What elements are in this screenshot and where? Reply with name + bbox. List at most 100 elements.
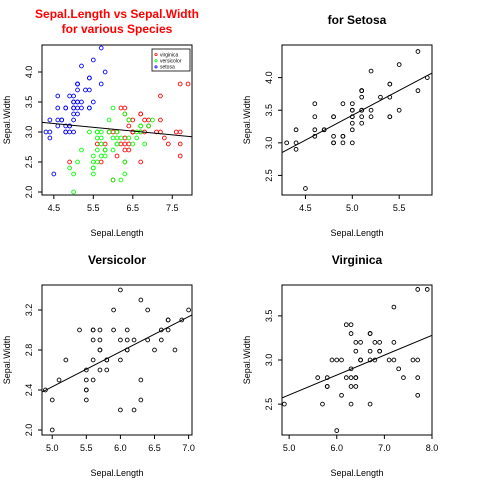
- data-point: [349, 127, 355, 133]
- y-tick-label: 3.0: [264, 137, 274, 150]
- data-point: [312, 114, 318, 120]
- data-point: [372, 340, 378, 345]
- data-point-virginica: [165, 141, 171, 147]
- data-point-versicolor: [102, 153, 108, 159]
- data-point: [377, 340, 382, 345]
- chart-title-line: Sepal.Length vs Sepal.Width: [35, 7, 199, 21]
- data-point: [387, 81, 393, 87]
- data-point-setosa: [47, 117, 53, 123]
- y-tick-label: 3.5: [264, 104, 274, 117]
- legend-box: [151, 48, 191, 72]
- x-tick-label: 6.5: [127, 203, 140, 213]
- y-axis-label: Sepal.Width: [242, 336, 252, 385]
- data-point-virginica: [122, 135, 128, 141]
- data-point-versicolor: [114, 135, 120, 141]
- chart-title: for Setosa: [328, 13, 387, 27]
- data-point: [415, 49, 421, 54]
- x-axis-label: Sepal.Length: [330, 228, 383, 238]
- data-point: [293, 127, 299, 133]
- data-point-setosa: [98, 81, 104, 87]
- data-point-virginica: [122, 141, 128, 147]
- data-point-virginica: [110, 129, 116, 135]
- data-point-versicolor: [118, 177, 124, 183]
- data-point-virginica: [177, 129, 183, 135]
- data-point: [415, 392, 421, 398]
- data-point: [312, 127, 318, 133]
- data-point-setosa: [71, 129, 76, 135]
- data-point: [343, 375, 349, 380]
- data-point: [358, 340, 363, 345]
- data-point: [349, 140, 355, 146]
- data-point-setosa: [75, 99, 80, 105]
- data-point: [312, 101, 318, 107]
- data-point: [152, 347, 157, 353]
- data-point-setosa: [71, 111, 76, 117]
- data-point-versicolor: [122, 159, 128, 165]
- data-point-setosa: [55, 93, 61, 99]
- y-tick-label: 2.5: [264, 169, 274, 182]
- data-point: [353, 348, 359, 354]
- data-point-setosa: [87, 87, 92, 93]
- data-point: [118, 287, 123, 293]
- data-point-versicolor: [150, 117, 155, 123]
- data-point: [111, 307, 116, 313]
- data-point: [396, 62, 402, 67]
- data-point: [104, 367, 110, 373]
- data-point: [368, 107, 374, 113]
- data-point: [165, 317, 171, 323]
- data-point-virginica: [142, 117, 147, 123]
- data-point: [396, 366, 402, 372]
- y-tick-label: 4.0: [264, 71, 274, 84]
- plot-frame: [41, 44, 193, 196]
- data-point-versicolor: [67, 165, 72, 171]
- data-point-versicolor: [134, 135, 140, 141]
- data-point: [172, 347, 178, 353]
- x-tick-label: 5.5: [80, 443, 93, 453]
- data-point: [77, 327, 82, 333]
- data-point-setosa: [90, 99, 96, 105]
- plot-marks: [42, 45, 192, 195]
- data-point-virginica: [122, 147, 128, 153]
- data-point-versicolor: [106, 117, 112, 123]
- data-point-versicolor: [110, 147, 116, 153]
- data-point: [348, 401, 354, 407]
- data-point-setosa: [47, 135, 53, 141]
- data-point-versicolor: [130, 141, 136, 147]
- data-point: [90, 327, 96, 333]
- data-point-setosa: [51, 171, 57, 177]
- legend-marker-virginica: [154, 53, 158, 57]
- data-point-virginica: [130, 117, 136, 123]
- data-point-versicolor: [94, 159, 100, 165]
- data-point: [415, 88, 421, 94]
- data-point: [334, 357, 340, 363]
- data-point: [368, 114, 374, 120]
- data-point: [359, 94, 365, 100]
- data-point: [367, 401, 373, 407]
- y-tick-label: 2.0: [24, 424, 34, 437]
- data-point: [340, 101, 346, 107]
- data-point: [49, 397, 55, 403]
- data-point: [415, 287, 421, 292]
- data-point: [331, 133, 336, 139]
- data-point-setosa: [55, 117, 61, 123]
- regression-line: [282, 72, 432, 154]
- data-point: [90, 357, 96, 363]
- y-axis-label: Sepal.Width: [2, 96, 12, 145]
- data-point: [343, 322, 349, 328]
- data-point-setosa: [71, 93, 76, 99]
- data-point-versicolor: [90, 165, 96, 171]
- data-point: [334, 428, 340, 433]
- x-tick-label: 4.5: [299, 203, 312, 213]
- data-point-versicolor: [98, 135, 104, 141]
- data-point-setosa: [102, 69, 108, 75]
- data-point-versicolor: [110, 105, 116, 111]
- data-point-virginica: [67, 159, 72, 165]
- data-point: [186, 307, 191, 313]
- data-point: [396, 107, 402, 113]
- data-point-virginica: [177, 141, 183, 147]
- data-point-versicolor: [71, 189, 76, 195]
- y-tick-label: 2.8: [24, 344, 34, 357]
- chart-title: Virginica: [332, 253, 383, 267]
- data-point-virginica: [138, 111, 144, 117]
